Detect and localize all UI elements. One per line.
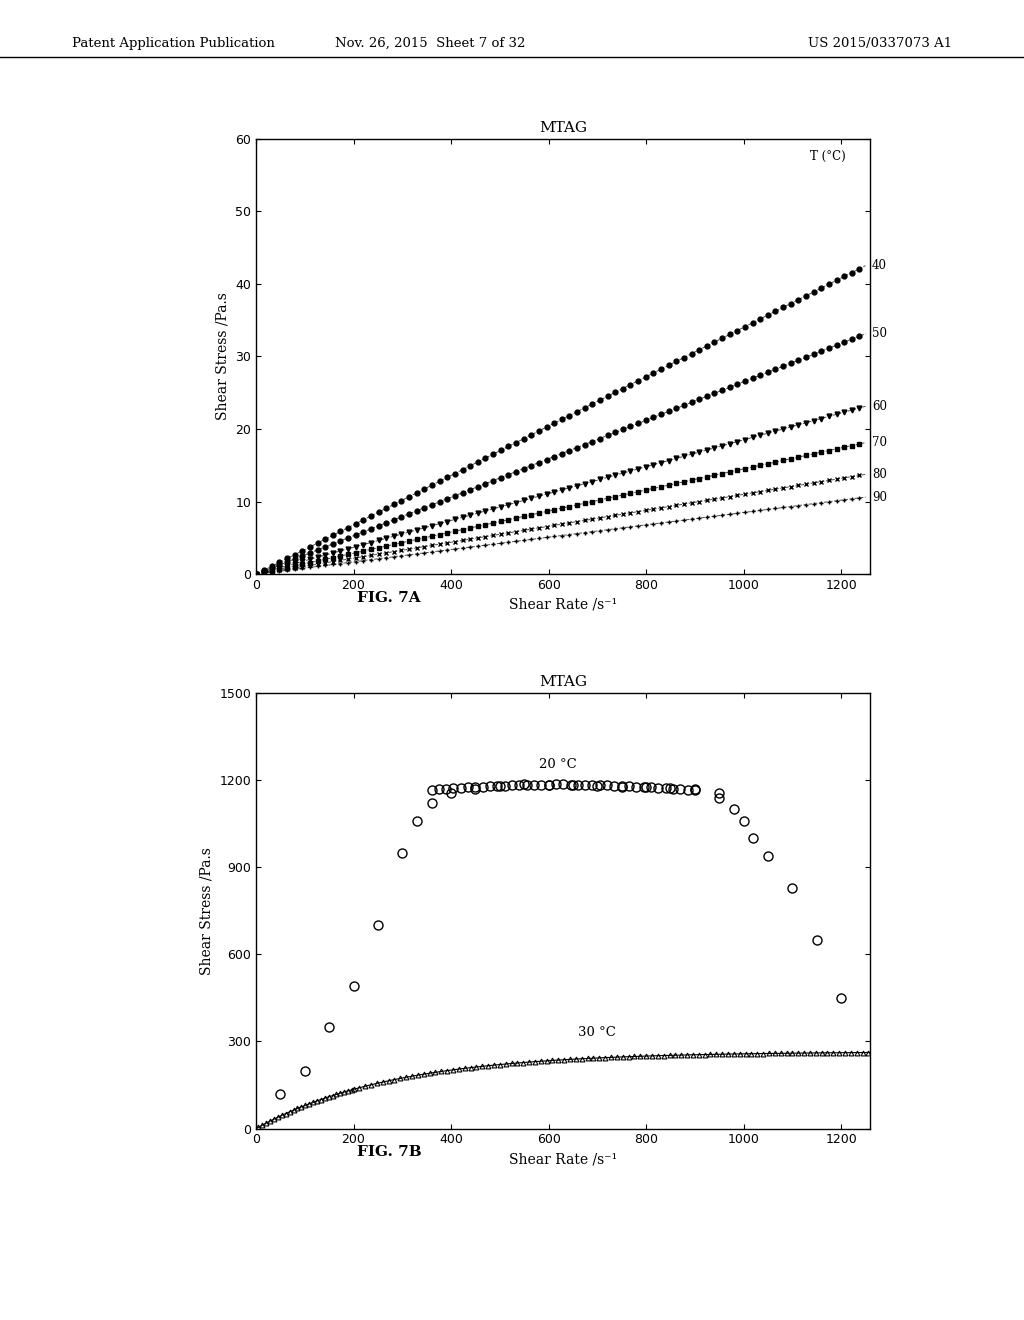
Text: FIG. 7A: FIG. 7A <box>357 591 421 605</box>
Text: 40: 40 <box>871 259 887 272</box>
Text: 80: 80 <box>871 467 887 480</box>
Text: T (°C): T (°C) <box>810 149 846 162</box>
Text: Patent Application Publication: Patent Application Publication <box>72 37 274 50</box>
Text: 70: 70 <box>871 436 887 449</box>
Text: 20 °C: 20 °C <box>539 759 577 771</box>
Text: Nov. 26, 2015  Sheet 7 of 32: Nov. 26, 2015 Sheet 7 of 32 <box>335 37 525 50</box>
Text: 30 °C: 30 °C <box>578 1026 615 1039</box>
Y-axis label: Shear Stress /Pa.s: Shear Stress /Pa.s <box>216 293 229 420</box>
Text: 50: 50 <box>871 327 887 341</box>
Y-axis label: Shear Stress /Pa.s: Shear Stress /Pa.s <box>200 847 214 974</box>
X-axis label: Shear Rate /s⁻¹: Shear Rate /s⁻¹ <box>509 598 617 611</box>
Title: MTAG: MTAG <box>540 120 587 135</box>
Text: US 2015/0337073 A1: US 2015/0337073 A1 <box>808 37 952 50</box>
Text: 90: 90 <box>871 491 887 503</box>
Text: 60: 60 <box>871 400 887 413</box>
Text: FIG. 7B: FIG. 7B <box>356 1146 422 1159</box>
Title: MTAG: MTAG <box>540 675 587 689</box>
X-axis label: Shear Rate /s⁻¹: Shear Rate /s⁻¹ <box>509 1152 617 1166</box>
